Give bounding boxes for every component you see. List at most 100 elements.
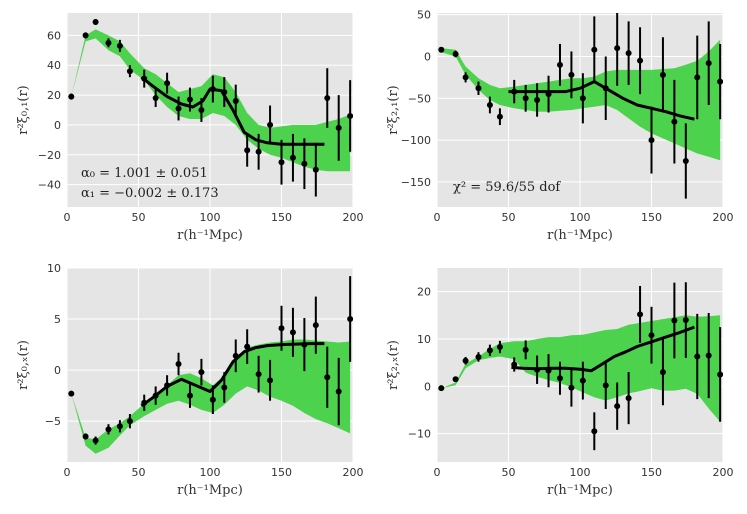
y-tick-label: 0 bbox=[54, 119, 61, 132]
data-point bbox=[267, 121, 274, 128]
model-line bbox=[508, 80, 695, 121]
data-point bbox=[289, 154, 296, 161]
data-point bbox=[496, 113, 503, 120]
x-tick-label: 50 bbox=[502, 466, 516, 479]
confidence-band bbox=[71, 29, 351, 172]
data-point bbox=[602, 382, 609, 389]
y-tick-label: 20 bbox=[47, 89, 61, 102]
x-tick-label: 200 bbox=[343, 466, 364, 479]
data-point bbox=[671, 118, 678, 125]
data-point bbox=[705, 60, 712, 67]
data-point bbox=[659, 71, 666, 78]
x-tick-label: 100 bbox=[200, 211, 221, 224]
data-point bbox=[682, 317, 689, 324]
x-tick-label: 150 bbox=[641, 466, 662, 479]
data-point bbox=[198, 107, 205, 113]
data-point bbox=[717, 371, 723, 378]
data-point bbox=[105, 426, 112, 433]
data-point bbox=[579, 95, 586, 102]
model-line bbox=[140, 342, 325, 408]
y-axis-label: r²ξ₀,ₓ(r) bbox=[16, 340, 31, 390]
data-point bbox=[186, 96, 193, 103]
data-point bbox=[659, 369, 666, 376]
y-tick-label: 10 bbox=[417, 333, 431, 346]
x-tick-label: 100 bbox=[570, 466, 591, 479]
data-point bbox=[175, 360, 182, 367]
y-tick-label: −40 bbox=[38, 179, 61, 192]
plot-area bbox=[68, 276, 353, 454]
data-point bbox=[278, 159, 285, 166]
y-tick-label: 40 bbox=[47, 59, 61, 72]
confidence-band bbox=[71, 339, 351, 454]
data-point bbox=[82, 433, 89, 440]
data-point bbox=[452, 50, 459, 57]
data-point bbox=[126, 68, 133, 75]
x-axis-label: r(h⁻¹Mpc) bbox=[547, 228, 613, 243]
data-point bbox=[475, 85, 482, 92]
data-point bbox=[671, 317, 678, 324]
data-point bbox=[255, 371, 262, 378]
plot-area bbox=[438, 13, 723, 199]
y-tick-label: −50 bbox=[408, 92, 431, 105]
plot-area bbox=[68, 18, 353, 197]
x-tick-label: 200 bbox=[713, 466, 734, 479]
data-point bbox=[556, 61, 563, 68]
data-point bbox=[324, 95, 331, 102]
data-point bbox=[486, 347, 493, 354]
data-point bbox=[682, 158, 689, 165]
data-point bbox=[625, 395, 632, 402]
y-axis-label: r²ξ₂,₁(r) bbox=[386, 85, 401, 135]
y-tick-label: −5 bbox=[45, 415, 61, 428]
data-point bbox=[614, 45, 621, 52]
data-point bbox=[267, 377, 274, 384]
data-point bbox=[92, 18, 99, 25]
data-point bbox=[82, 32, 89, 39]
data-point bbox=[164, 80, 171, 87]
fit-annotation: α₁ = −0.002 ± 0.173 bbox=[81, 186, 219, 201]
y-tick-label: 0 bbox=[54, 364, 61, 377]
data-point bbox=[522, 346, 529, 353]
x-tick-label: 0 bbox=[434, 211, 441, 224]
data-point bbox=[534, 96, 541, 103]
data-point bbox=[475, 353, 482, 360]
data-point bbox=[232, 98, 239, 105]
x-tick-label: 50 bbox=[132, 211, 146, 224]
data-point bbox=[312, 166, 319, 173]
x-tick-label: 50 bbox=[132, 466, 146, 479]
x-tick-label: 0 bbox=[434, 466, 441, 479]
data-point bbox=[614, 403, 621, 410]
data-point bbox=[335, 124, 342, 131]
x-tick-label: 100 bbox=[200, 466, 221, 479]
x-tick-label: 150 bbox=[271, 466, 292, 479]
data-point bbox=[579, 377, 586, 384]
data-point bbox=[126, 418, 133, 425]
y-tick-label: −150 bbox=[401, 176, 431, 189]
data-point bbox=[648, 137, 655, 144]
data-point bbox=[244, 343, 251, 350]
x-tick-label: 150 bbox=[641, 211, 662, 224]
data-point bbox=[175, 105, 182, 112]
data-point bbox=[68, 93, 75, 100]
data-point bbox=[438, 385, 445, 392]
data-point bbox=[591, 46, 598, 53]
y-tick-label: −20 bbox=[38, 149, 61, 162]
data-point bbox=[347, 316, 353, 323]
data-point bbox=[152, 95, 159, 102]
panel-xi2x: 0 50 100 150 200 −10 0 10 20 r(h⁻¹Mpc) r²ξ₂,ₓ(r) bbox=[386, 268, 734, 498]
data-point bbox=[209, 396, 216, 403]
x-tick-label: 0 bbox=[64, 211, 71, 224]
data-point bbox=[301, 160, 308, 167]
data-point bbox=[198, 369, 205, 376]
data-point bbox=[186, 392, 193, 399]
y-tick-label: 5 bbox=[54, 313, 61, 326]
data-point bbox=[289, 329, 296, 336]
y-tick-label: 60 bbox=[47, 29, 61, 42]
data-point bbox=[648, 332, 655, 339]
data-point bbox=[625, 50, 632, 57]
x-tick-label: 0 bbox=[64, 466, 71, 479]
data-point bbox=[452, 376, 459, 383]
data-point bbox=[438, 46, 445, 53]
x-tick-label: 50 bbox=[502, 211, 516, 224]
data-point bbox=[335, 388, 342, 395]
